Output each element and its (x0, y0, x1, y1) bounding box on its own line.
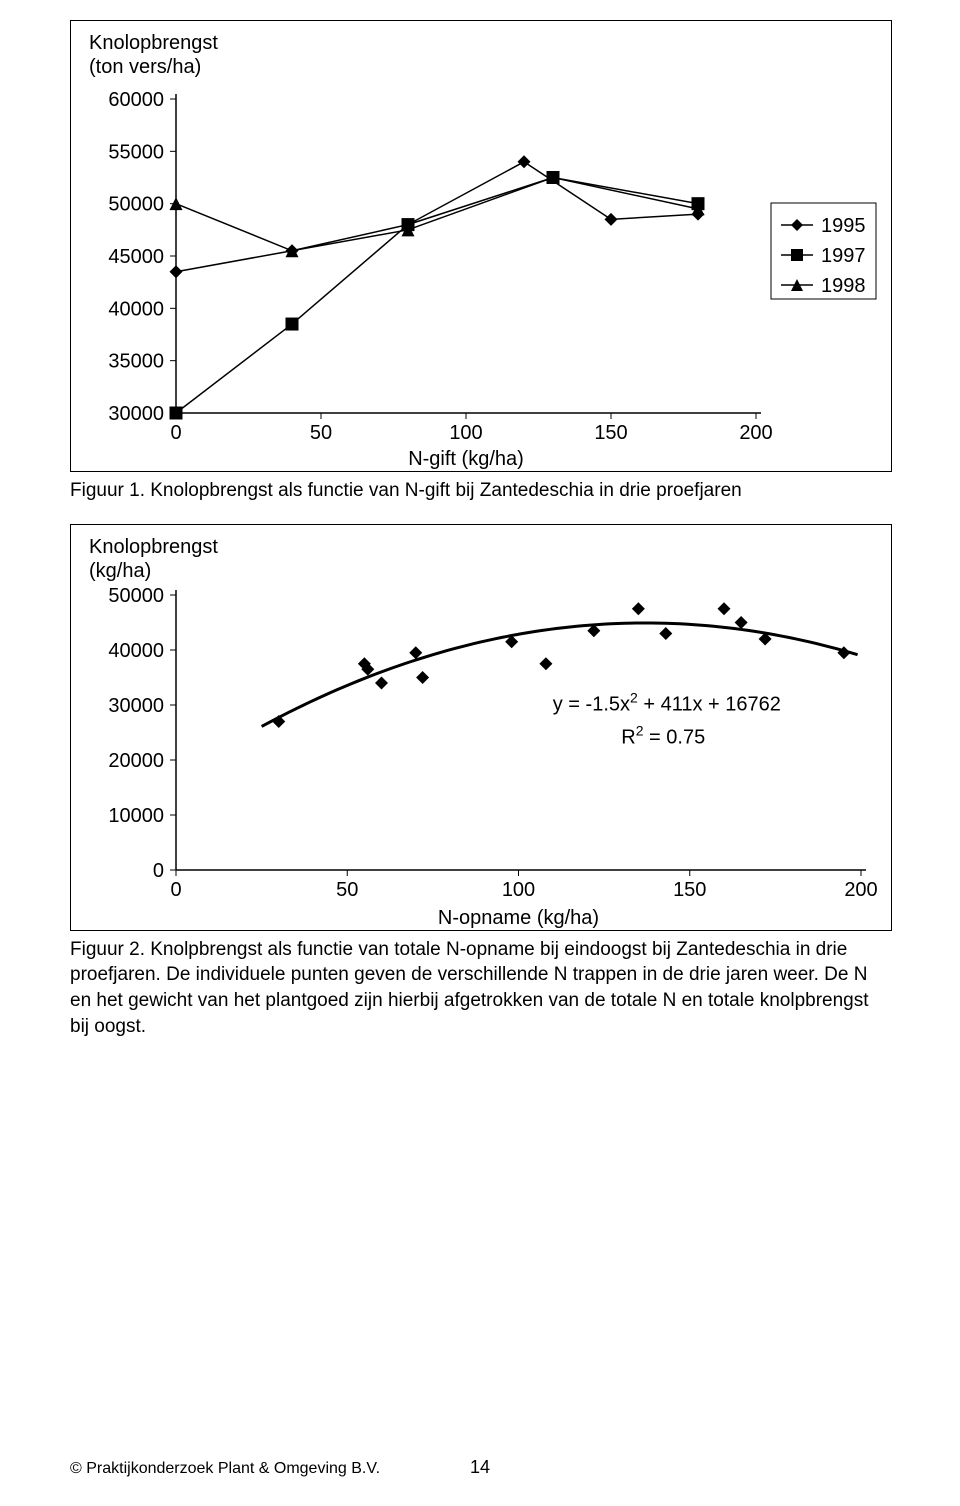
svg-text:0: 0 (153, 860, 164, 882)
svg-text:1998: 1998 (821, 275, 866, 297)
svg-text:50000: 50000 (108, 194, 164, 216)
svg-text:60000: 60000 (108, 89, 164, 111)
svg-text:100: 100 (502, 879, 535, 901)
svg-text:20000: 20000 (108, 750, 164, 772)
svg-text:y = -1.5x2 + 411x + 16762: y = -1.5x2 + 411x + 16762 (553, 689, 781, 715)
chart-1: 30000 35000 40000 45000 50000 55000 60000 0 50 10… (70, 20, 892, 472)
svg-text:40000: 40000 (108, 298, 164, 320)
svg-text:N-gift (kg/ha): N-gift (kg/ha) (408, 448, 524, 470)
svg-text:55000: 55000 (108, 141, 164, 163)
svg-text:N-opname (kg/ha): N-opname (kg/ha) (438, 907, 599, 929)
svg-text:1995: 1995 (821, 215, 866, 237)
svg-text:0: 0 (170, 879, 181, 901)
svg-text:R2 = 0.75: R2 = 0.75 (621, 722, 705, 748)
svg-text:40000: 40000 (108, 640, 164, 662)
svg-text:(kg/ha): (kg/ha) (89, 560, 151, 582)
page-number: 14 (0, 1457, 960, 1478)
svg-text:Knolopbrengst: Knolopbrengst (89, 32, 218, 54)
svg-text:30000: 30000 (108, 695, 164, 717)
svg-text:1997: 1997 (821, 245, 866, 267)
svg-text:Knolopbrengst: Knolopbrengst (89, 536, 218, 558)
caption-1: Figuur 1. Knolopbrengst als functie van … (70, 478, 890, 504)
svg-text:50: 50 (336, 879, 358, 901)
svg-text:200: 200 (739, 422, 772, 444)
svg-text:150: 150 (673, 879, 706, 901)
svg-text:30000: 30000 (108, 403, 164, 425)
svg-text:35000: 35000 (108, 351, 164, 373)
svg-text:200: 200 (844, 879, 877, 901)
svg-text:50: 50 (310, 422, 332, 444)
svg-text:(ton vers/ha): (ton vers/ha) (89, 56, 201, 78)
svg-text:10000: 10000 (108, 805, 164, 827)
svg-text:100: 100 (449, 422, 482, 444)
svg-text:0: 0 (170, 422, 181, 444)
chart-2: 0 10000 20000 30000 40000 50000 0 50 100 150 200 Kn… (70, 524, 892, 931)
caption-2: Figuur 2. Knolpbrengst als functie van t… (70, 937, 890, 1040)
svg-text:50000: 50000 (108, 585, 164, 607)
svg-text:45000: 45000 (108, 246, 164, 268)
svg-text:150: 150 (594, 422, 627, 444)
